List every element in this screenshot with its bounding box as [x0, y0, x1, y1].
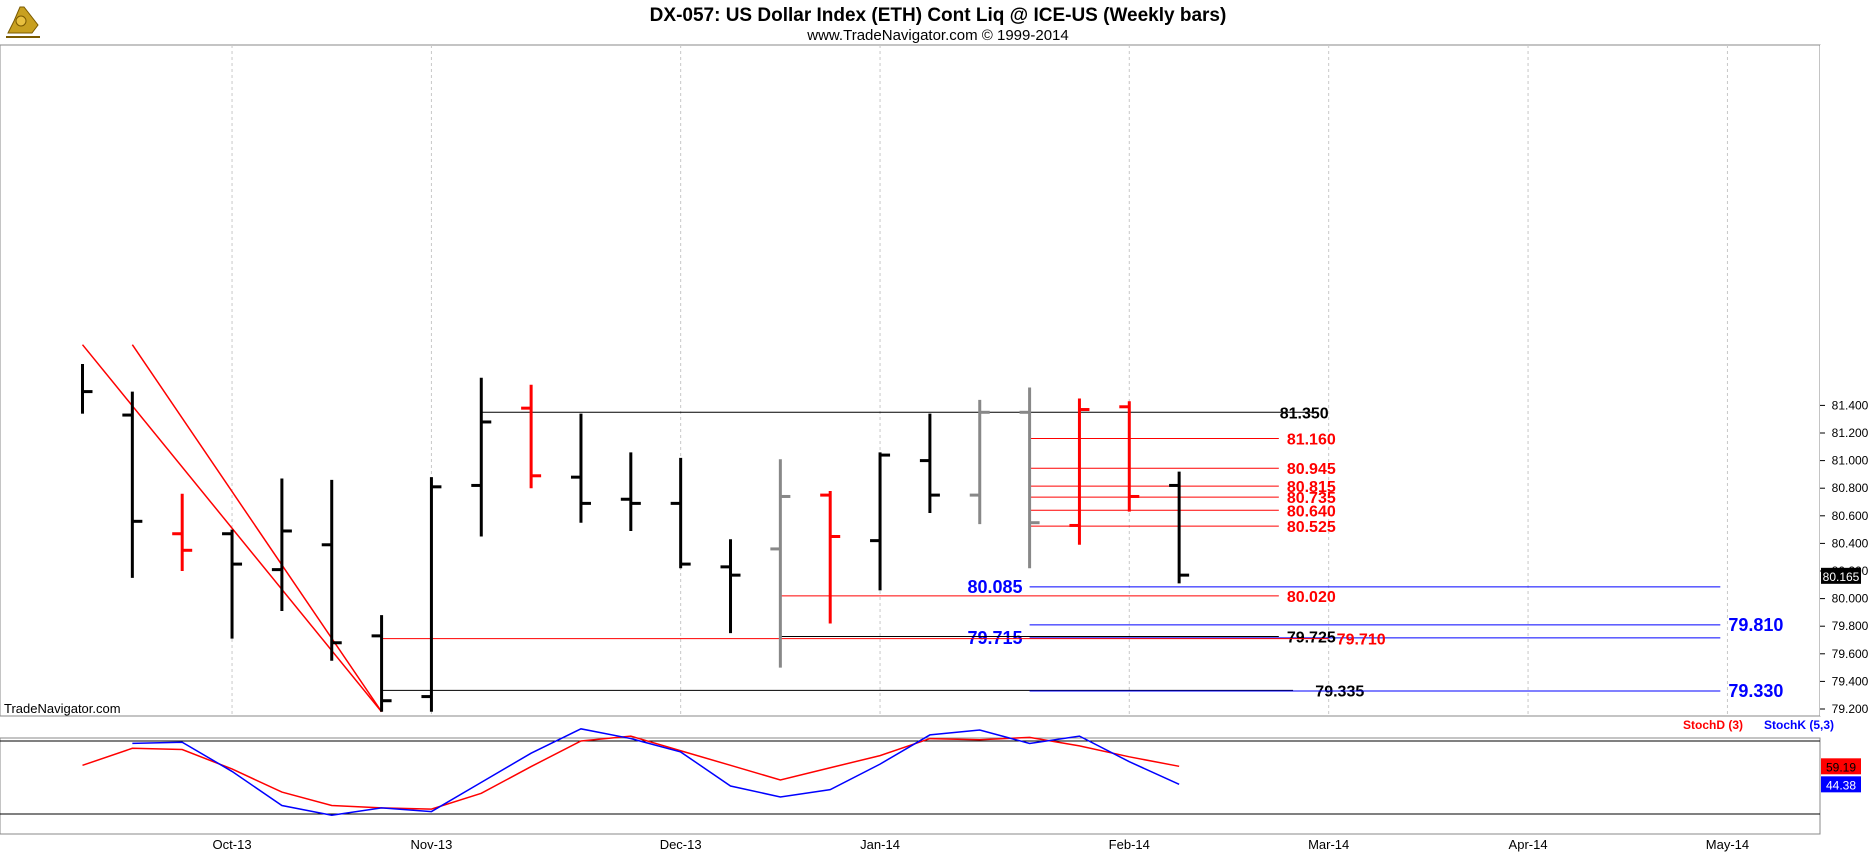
sextant-logo-icon [6, 6, 40, 38]
last-price-label: 80.165 [1823, 570, 1860, 584]
stochastic-legend: StochD (3) StochK (5,3) [1683, 718, 1834, 732]
price-axis-label: 81.200 [1832, 426, 1869, 440]
price-panel-frame [0, 44, 1821, 717]
time-axis-label: May-14 [1706, 837, 1749, 852]
stoch-k-line [132, 728, 1180, 816]
time-axis: Oct-13 Nov-13 Dec-13 Jan-14 Mar-14 Apr-14 May-… [213, 837, 1750, 852]
price-axis-label: 80.800 [1832, 481, 1869, 495]
level-label: 81.350 [1280, 405, 1329, 422]
stoch-d-value-marker [1821, 758, 1861, 775]
header: DX-057: US Dollar Index (ETH) Cont Liq @… [650, 5, 1227, 44]
level-label: 79.330 [1728, 681, 1783, 701]
price-axis-label: 79.200 [1832, 702, 1869, 716]
time-axis-label: Feb-14 [1109, 837, 1150, 852]
level-label: 80.815 [1287, 479, 1336, 496]
level-label: 80.525 [1287, 519, 1336, 536]
stochastic-frame [0, 737, 1821, 835]
level-label: 79.710 [1337, 632, 1386, 649]
price-axis-label: 79.400 [1832, 674, 1869, 688]
price-axis-background [1820, 45, 1876, 716]
last-price-marker [1821, 567, 1861, 584]
level-label: 80.085 [968, 577, 1023, 597]
level-label: 79.725 [1287, 630, 1336, 647]
level-label: 79.715 [968, 628, 1023, 648]
price-axis-label: 79.600 [1832, 647, 1869, 661]
stoch-k-value-label: 44.38 [1826, 778, 1856, 792]
stoch-d-legend: StochD (3) [1683, 718, 1743, 732]
price-levels: 81.350 81.160 80.94580.81580.73580.64080.5… [381, 405, 1783, 701]
time-axis-label: Jan-14 [860, 837, 900, 852]
level-label: 79.810 [1728, 615, 1783, 635]
price-axis-label: 81.400 [1832, 398, 1869, 412]
time-axis-label: Nov-13 [410, 837, 452, 852]
price-axis: 81.40081.20081.00080.80080.60080.40080.2… [1820, 45, 1876, 716]
level-label: 80.020 [1287, 589, 1336, 606]
level-label: 81.160 [1287, 432, 1336, 449]
stoch-k-value-marker [1821, 776, 1861, 793]
time-axis-label: Dec-13 [660, 837, 702, 852]
price-panel [0, 44, 1821, 717]
trendline [131, 344, 383, 713]
price-axis-label: 79.800 [1832, 619, 1869, 633]
price-axis-label: 81.000 [1832, 454, 1869, 468]
stoch-d-value-label: 59.19 [1826, 760, 1856, 774]
chart-title: DX-057: US Dollar Index (ETH) Cont Liq @… [650, 5, 1227, 26]
price-bars [81, 364, 1190, 712]
level-label: 79.335 [1315, 683, 1364, 700]
level-label: 80.640 [1287, 503, 1336, 520]
level-label: 80.945 [1287, 461, 1336, 478]
stochastic-panel: 59.19 44.38 [0, 728, 1861, 835]
price-axis-label: 80.000 [1832, 592, 1869, 606]
stoch-k-legend: StochK (5,3) [1764, 718, 1834, 732]
time-axis-label: Apr-14 [1509, 837, 1548, 852]
level-label: 80.735 [1287, 490, 1336, 507]
time-axis-label: Oct-13 [213, 837, 252, 852]
time-axis-label: Mar-14 [1308, 837, 1349, 852]
stoch-d-line [82, 735, 1180, 810]
watermark: TradeNavigator.com [4, 701, 121, 716]
price-axis-label: 80.400 [1832, 536, 1869, 550]
chart-subtitle: www.TradeNavigator.com © 1999-2014 [806, 27, 1068, 44]
price-axis-label: 80.600 [1832, 509, 1869, 523]
